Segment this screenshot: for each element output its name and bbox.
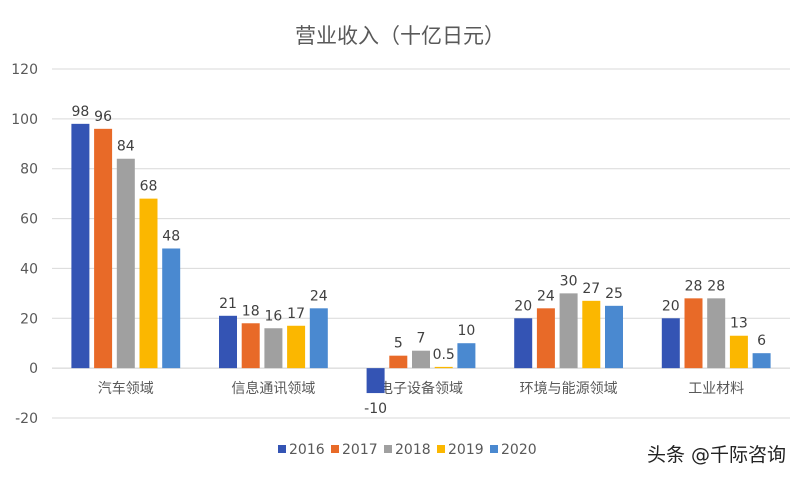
chart-title: 营业收入（十亿日元） bbox=[295, 24, 505, 48]
bar-2017 bbox=[684, 298, 703, 369]
y-tick-label: 0 bbox=[29, 361, 38, 377]
y-tick-label: 20 bbox=[20, 311, 38, 327]
bar-2018 bbox=[707, 298, 726, 369]
data-label: 24 bbox=[537, 288, 555, 304]
bar-2016 bbox=[366, 368, 385, 394]
legend-swatch-2016 bbox=[278, 445, 286, 453]
bar-2019 bbox=[287, 325, 306, 369]
data-label: 27 bbox=[582, 281, 600, 297]
legend-swatch-2019 bbox=[437, 445, 445, 453]
bar-2019 bbox=[434, 366, 453, 369]
bar-2016 bbox=[514, 318, 533, 369]
x-category-label: 电子设备领域 bbox=[379, 380, 463, 397]
bar-2018 bbox=[116, 158, 135, 369]
bar-2017 bbox=[536, 308, 555, 369]
x-category-label: 工业材料 bbox=[688, 381, 744, 397]
data-label: 20 bbox=[514, 298, 532, 314]
data-label: 20 bbox=[662, 298, 680, 314]
legend-swatch-2017 bbox=[331, 445, 339, 453]
bar-2020 bbox=[457, 343, 476, 369]
y-tick-label: 100 bbox=[11, 112, 38, 128]
data-label: 18 bbox=[242, 303, 260, 319]
x-category-label: 环境与能源领域 bbox=[520, 381, 618, 397]
bar-2020 bbox=[605, 305, 623, 369]
data-label: 96 bbox=[94, 109, 112, 125]
data-label: 21 bbox=[219, 296, 237, 312]
data-label: 0.5 bbox=[433, 347, 455, 363]
legend-label: 2019 bbox=[448, 442, 484, 458]
bar-2018 bbox=[264, 328, 283, 369]
legend-swatch-2020 bbox=[490, 445, 498, 453]
y-tick-label: 120 bbox=[11, 62, 38, 78]
bar-2017 bbox=[241, 323, 260, 369]
bar-2020 bbox=[752, 353, 771, 369]
bar-2019 bbox=[139, 198, 158, 369]
y-tick-label: 40 bbox=[20, 261, 38, 277]
data-label: 5 bbox=[394, 336, 403, 352]
y-tick-label: 80 bbox=[20, 162, 38, 178]
data-label: 28 bbox=[685, 278, 703, 294]
legend-label: 2017 bbox=[342, 442, 378, 458]
data-label: 28 bbox=[707, 278, 725, 294]
bar-2016 bbox=[219, 315, 237, 369]
data-label: 17 bbox=[287, 306, 305, 322]
data-label: 68 bbox=[140, 179, 158, 195]
watermark: 头条 @千际咨询 bbox=[646, 444, 786, 466]
data-label: 13 bbox=[730, 316, 748, 332]
y-tick-label: 60 bbox=[20, 212, 38, 228]
bar-2017 bbox=[94, 128, 113, 369]
data-label: 98 bbox=[71, 104, 89, 120]
bar-2019 bbox=[582, 300, 601, 369]
bar-2016 bbox=[661, 318, 680, 369]
data-label: -10 bbox=[364, 401, 387, 417]
data-label: 84 bbox=[117, 139, 135, 155]
data-label: 48 bbox=[162, 228, 180, 244]
data-label: 24 bbox=[310, 288, 328, 304]
bar-2018 bbox=[412, 350, 430, 369]
bar-2020 bbox=[309, 308, 328, 369]
data-label: 25 bbox=[605, 286, 623, 302]
bar-2017 bbox=[389, 355, 408, 369]
bar-2019 bbox=[729, 335, 748, 369]
bar-2018 bbox=[559, 293, 578, 369]
bar-2016 bbox=[71, 123, 90, 369]
x-category-label: 信息通讯领域 bbox=[231, 380, 315, 397]
data-label: 7 bbox=[417, 331, 426, 347]
data-label: 6 bbox=[757, 333, 766, 349]
data-label: 30 bbox=[560, 273, 578, 289]
x-category-label: 汽车领域 bbox=[98, 380, 154, 397]
y-tick-label: -20 bbox=[15, 411, 38, 427]
legend-label: 2016 bbox=[289, 442, 325, 458]
legend-swatch-2018 bbox=[384, 445, 392, 453]
data-label: 16 bbox=[264, 308, 282, 324]
legend-label: 2018 bbox=[395, 442, 431, 458]
legend-label: 2020 bbox=[501, 442, 537, 458]
data-label: 10 bbox=[457, 323, 475, 339]
bar-2020 bbox=[162, 248, 181, 369]
